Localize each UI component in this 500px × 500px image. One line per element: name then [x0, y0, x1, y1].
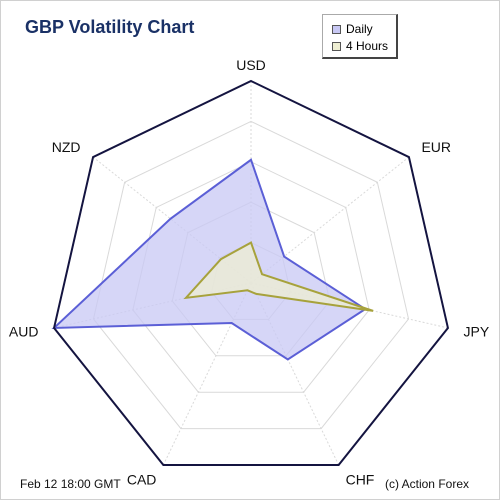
footer-date: Feb 12 18:00 GMT	[20, 477, 121, 491]
legend-label-4-hours: 4 Hours	[346, 39, 389, 53]
grid-ring	[132, 161, 370, 393]
axis-label-jpy: JPY	[464, 324, 490, 340]
legend-label-daily: Daily	[346, 22, 373, 36]
axis-label-nzd: NZD	[52, 139, 81, 155]
radar-series	[51, 158, 374, 361]
radar-outline	[52, 79, 450, 466]
legend-swatch-4-hours	[332, 41, 341, 51]
axis-label-chf: CHF	[346, 471, 375, 487]
axis-label-cad: CAD	[127, 471, 157, 487]
chart-title: GBP Volatility Chart	[25, 17, 195, 37]
legend-item-daily: Daily	[332, 22, 373, 36]
series-4-hours	[183, 241, 374, 312]
series-daily	[51, 158, 368, 361]
footer-copyright: (c) Action Forex	[384, 477, 469, 491]
legend-swatch-daily	[332, 24, 341, 34]
axis-label-aud: AUD	[9, 324, 39, 340]
chart-legend: Daily 4 Hours	[322, 14, 398, 59]
grid-ring	[92, 120, 410, 430]
legend-item-4-hours: 4 Hours	[332, 39, 388, 53]
axis-label-eur: EUR	[421, 139, 451, 155]
radar-outer-ring	[52, 79, 450, 466]
axis-labels: USD EUR JPY CHF CAD AUD NZD	[9, 57, 490, 487]
axis-label-usd: USD	[236, 57, 266, 73]
